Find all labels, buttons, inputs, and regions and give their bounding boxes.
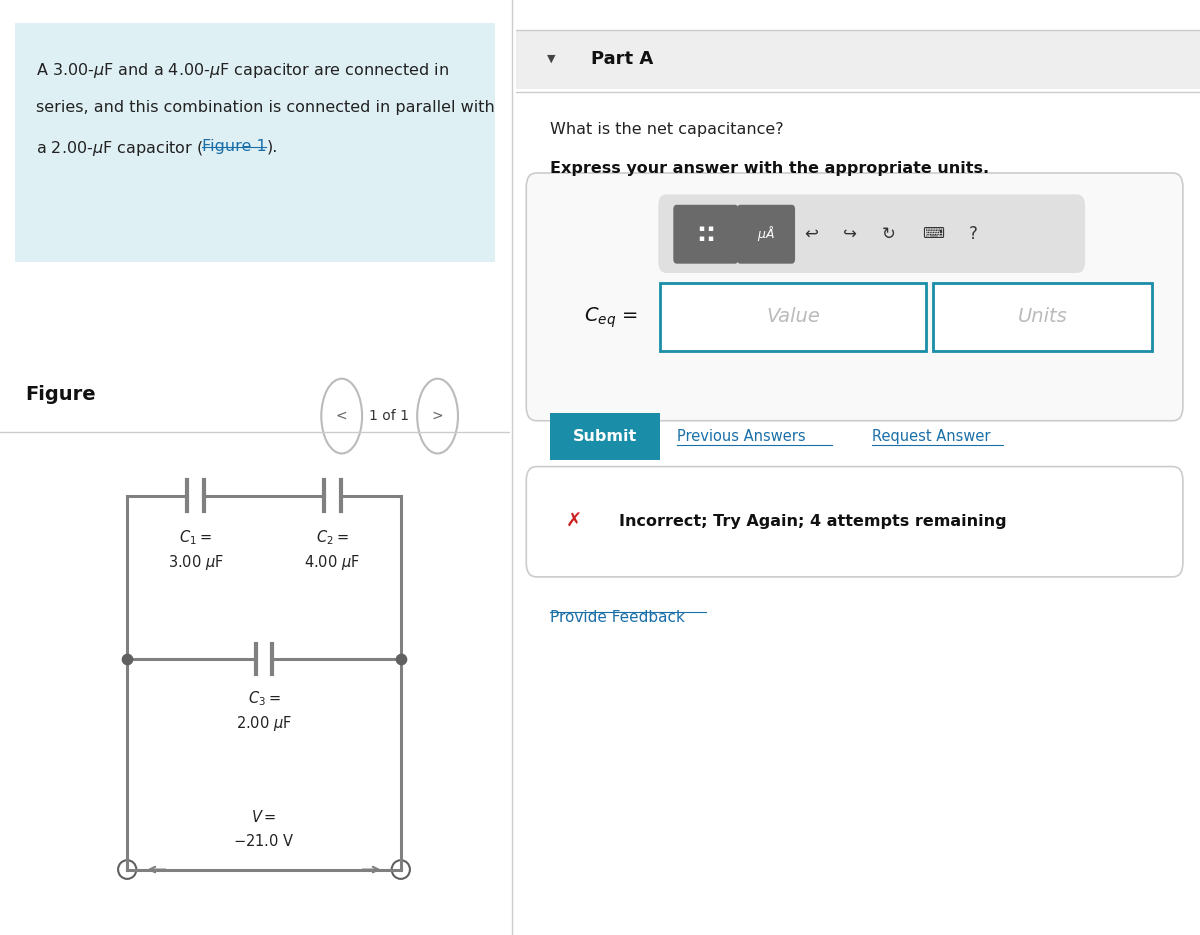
Text: ↪: ↪ <box>842 224 857 243</box>
Point <box>391 652 410 667</box>
FancyBboxPatch shape <box>934 283 1152 351</box>
FancyBboxPatch shape <box>659 194 1085 273</box>
Text: Figure 1: Figure 1 <box>202 139 266 154</box>
Text: Provide Feedback: Provide Feedback <box>551 610 685 625</box>
Text: ▪ ▪
▪ ▪: ▪ ▪ ▪ ▪ <box>698 224 714 243</box>
FancyBboxPatch shape <box>673 205 738 264</box>
Text: Submit: Submit <box>572 429 637 444</box>
Text: $V =$: $V =$ <box>251 809 277 825</box>
Text: $-21.0$ V: $-21.0$ V <box>233 833 295 849</box>
Text: Figure: Figure <box>25 385 96 404</box>
Text: $C_\mathregular{eq}$ =: $C_\mathregular{eq}$ = <box>584 306 638 330</box>
Text: a 2.00-$\mu$F capacitor (: a 2.00-$\mu$F capacitor ( <box>36 139 203 158</box>
Text: ?: ? <box>968 224 977 243</box>
Text: ✗: ✗ <box>566 512 582 531</box>
Text: $\mu\AA$: $\mu\AA$ <box>757 224 775 243</box>
Text: <: < <box>336 410 348 423</box>
FancyBboxPatch shape <box>527 467 1183 577</box>
FancyBboxPatch shape <box>551 413 660 460</box>
Text: Value: Value <box>766 308 820 326</box>
Point <box>118 652 137 667</box>
Text: Units: Units <box>1018 308 1068 326</box>
Text: series, and this combination is connected in parallel with: series, and this combination is connecte… <box>36 100 494 115</box>
FancyBboxPatch shape <box>660 283 926 351</box>
FancyBboxPatch shape <box>516 31 1200 89</box>
Text: 2.00 $\mu$F: 2.00 $\mu$F <box>236 714 292 733</box>
Text: 4.00 $\mu$F: 4.00 $\mu$F <box>305 553 360 571</box>
Text: Express your answer with the appropriate units.: Express your answer with the appropriate… <box>551 161 989 176</box>
Text: Request Answer: Request Answer <box>871 429 990 444</box>
Text: >: > <box>432 410 443 423</box>
Text: Incorrect; Try Again; 4 attempts remaining: Incorrect; Try Again; 4 attempts remaini… <box>619 514 1007 529</box>
Text: 3.00 $\mu$F: 3.00 $\mu$F <box>168 553 223 571</box>
Text: ).: ). <box>266 139 278 154</box>
Text: $C_3 =$: $C_3 =$ <box>247 690 281 709</box>
FancyBboxPatch shape <box>16 23 494 262</box>
Text: 1 of 1: 1 of 1 <box>368 410 409 423</box>
Text: What is the net capacitance?: What is the net capacitance? <box>551 122 784 137</box>
Text: ↩: ↩ <box>804 224 818 243</box>
Text: $C_2 =$: $C_2 =$ <box>316 528 349 547</box>
Text: ▼: ▼ <box>547 54 556 64</box>
FancyBboxPatch shape <box>527 173 1183 421</box>
Text: $C_1 =$: $C_1 =$ <box>179 528 212 547</box>
Text: A 3.00-$\mu$F and a 4.00-$\mu$F capacitor are connected in: A 3.00-$\mu$F and a 4.00-$\mu$F capacito… <box>36 61 449 79</box>
FancyBboxPatch shape <box>737 205 796 264</box>
Text: Part A: Part A <box>592 50 654 68</box>
Text: ↻: ↻ <box>882 224 895 243</box>
Text: ⌨: ⌨ <box>923 226 944 241</box>
Text: Previous Answers: Previous Answers <box>677 429 805 444</box>
